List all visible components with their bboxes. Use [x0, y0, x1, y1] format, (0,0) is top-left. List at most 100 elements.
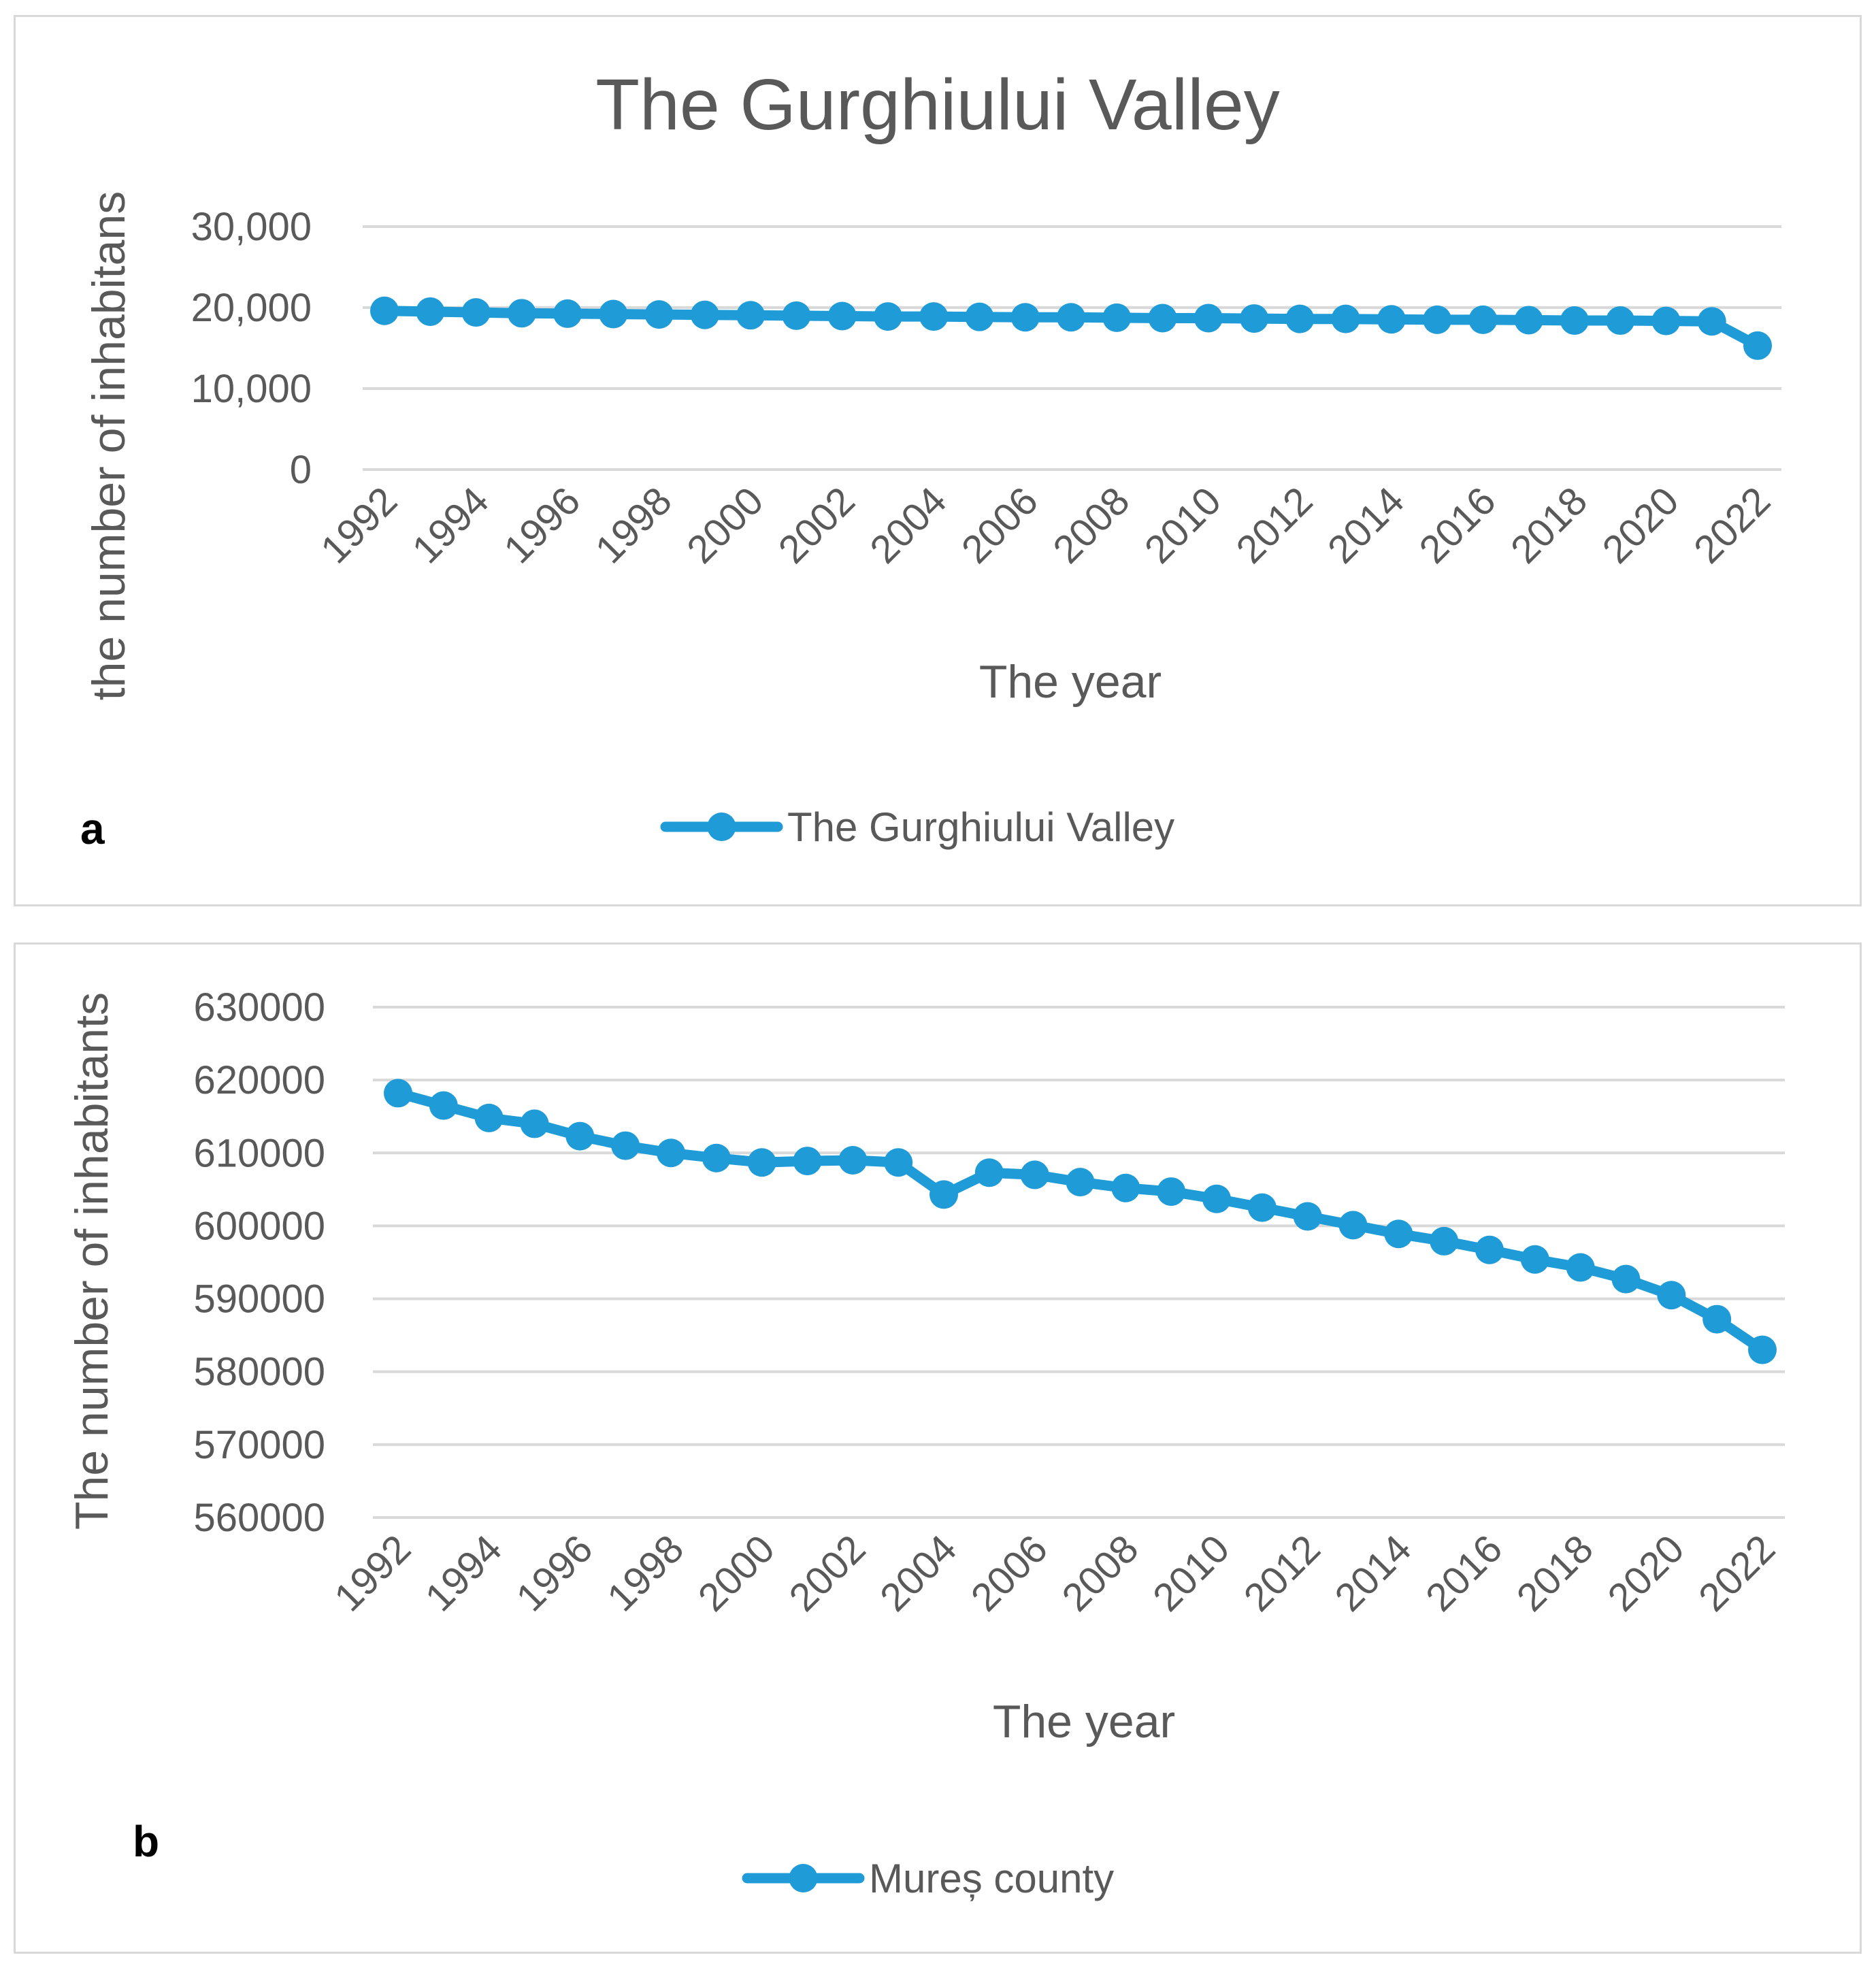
- chart-a-data-point: [1102, 303, 1132, 332]
- chart-b-x-tick-label: 2004: [872, 1526, 965, 1620]
- chart-a-data-point: [644, 300, 674, 329]
- chart-b-data-point: [1111, 1173, 1140, 1202]
- chart-a-legend-label: The Gurghiului Valley: [787, 804, 1174, 850]
- chart-a-x-tick-label: 2010: [1136, 478, 1230, 572]
- chart-b-data-point: [520, 1109, 549, 1138]
- chart-panel-b: 560000 570000 580000 590000 600000 610000 6200…: [14, 942, 1862, 1954]
- chart-b-y-tick-label: 590000: [193, 1277, 325, 1322]
- chart-b-data-point: [793, 1147, 822, 1176]
- chart-a-data-point: [1468, 305, 1498, 334]
- chart-b-x-tick-label: 2018: [1509, 1526, 1602, 1620]
- chart-b-data-point: [1338, 1211, 1368, 1240]
- chart-b-y-tick-label: 610000: [193, 1131, 325, 1175]
- chart-a-data-point: [370, 296, 399, 325]
- chart-a-legend-marker-icon: [707, 813, 736, 841]
- chart-a-data-point: [690, 300, 719, 329]
- chart-a-x-tick-label: 2004: [861, 478, 955, 572]
- chart-b-data-point: [474, 1103, 504, 1132]
- chart-b-data-point: [702, 1143, 731, 1172]
- chart-b-data-point: [1702, 1305, 1732, 1334]
- chart-b-x-tick-label: 1994: [417, 1526, 510, 1620]
- chart-b-y-tick-label: 620000: [193, 1058, 325, 1102]
- chart-b-x-tick-label: 2006: [963, 1526, 1056, 1620]
- chart-b-data-point: [1066, 1168, 1095, 1197]
- chart-a-data-point: [1697, 307, 1726, 336]
- chart-a-data-point: [1743, 331, 1772, 360]
- chart-b-data-point: [838, 1146, 868, 1175]
- chart-b-data-point: [1611, 1264, 1641, 1294]
- chart-b-data-point: [1430, 1226, 1459, 1256]
- chart-b-data-point: [1020, 1160, 1049, 1190]
- chart-b-x-tick-label: 2020: [1599, 1526, 1692, 1620]
- chart-b-y-tick-label: 630000: [193, 985, 325, 1030]
- chart-a-data-point: [1057, 303, 1085, 332]
- chart-b-y-axis-title: The number of inhabitants: [66, 992, 118, 1530]
- chart-a-y-tick-label: 30,000: [191, 205, 312, 249]
- chart-a-data-point: [873, 302, 902, 331]
- chart-a-data-point: [416, 297, 445, 326]
- chart-b-panel-letter: b: [133, 1817, 159, 1866]
- chart-b-data-point: [384, 1079, 412, 1108]
- chart-a-chart-title: The Gurghiului Valley: [595, 65, 1280, 145]
- chart-b-x-tick-label: 1996: [508, 1526, 601, 1620]
- chart-b-legend-marker-icon: [789, 1864, 818, 1892]
- chart-b-data-point: [929, 1180, 958, 1209]
- chart-b-x-tick-label: 1992: [326, 1526, 419, 1620]
- chart-b-data-point: [1748, 1335, 1777, 1364]
- chart-b-data-point: [1657, 1281, 1686, 1310]
- chart-a-x-tick-label: 2016: [1411, 478, 1504, 572]
- chart-b-y-tick-label: 570000: [193, 1423, 325, 1467]
- chart-a-x-tick-label: 2000: [678, 478, 772, 572]
- chart-a-y-tick-label: 0: [290, 448, 312, 492]
- chart-a-data-point: [1377, 305, 1406, 334]
- chart-b-x-tick-label: 2016: [1417, 1526, 1511, 1620]
- chart-a-data-point: [965, 302, 994, 331]
- chart-a-x-tick-label: 2012: [1228, 478, 1321, 572]
- chart-b-x-tick-label: 1998: [599, 1526, 692, 1620]
- chart-b-data-point: [1475, 1235, 1504, 1264]
- chart-a-data-point: [461, 298, 491, 327]
- chart-b-data-point: [1566, 1253, 1595, 1282]
- chart-b-data-point: [657, 1138, 685, 1168]
- chart-a-data-point: [599, 299, 628, 329]
- chart-b-series-line: [393, 1087, 1768, 1356]
- chart-a-data-point: [1240, 304, 1269, 333]
- chart-b-data-point: [884, 1148, 913, 1177]
- chart-a-x-tick-label: 2014: [1319, 478, 1413, 572]
- chart-a-y-tick-label: 20,000: [191, 286, 312, 330]
- chart-a-data-point: [1423, 305, 1452, 334]
- chart-a-data-point: [1194, 304, 1223, 333]
- chart-a-y-tick-label: 10,000: [191, 367, 312, 411]
- chart-a-data-point: [1331, 304, 1360, 333]
- chart-a-data-point: [1606, 306, 1635, 335]
- chart-a-data-point: [1514, 306, 1543, 335]
- chart-b-data-point: [1293, 1202, 1322, 1231]
- chart-a-data-point: [736, 301, 766, 330]
- chart-b-data-point: [1157, 1177, 1186, 1207]
- chart-a-data-point: [1651, 306, 1681, 335]
- chart-b-y-tick-label: 580000: [193, 1350, 325, 1394]
- chart-b-x-tick-label: 2008: [1053, 1526, 1147, 1620]
- chart-b-x-tick-label: 2010: [1145, 1526, 1238, 1620]
- chart-a-x-tick-label: 1994: [404, 478, 497, 572]
- chart-b-y-tick-label: 600000: [193, 1204, 325, 1248]
- chart-b-y-tick-label: 560000: [193, 1496, 325, 1540]
- chart-a-x-tick-label: 2002: [770, 478, 863, 572]
- chart-a-data-point: [1560, 306, 1589, 335]
- chart-a-x-axis-title: The year: [979, 656, 1162, 708]
- chart-a-data-point: [919, 302, 949, 331]
- chart-a-x-tick-label: 2018: [1502, 478, 1596, 572]
- chart-b-data-point: [1202, 1184, 1231, 1213]
- chart-b-data-point: [1384, 1219, 1413, 1249]
- chart-b-x-tick-label: 2012: [1236, 1526, 1329, 1620]
- chart-panel-a: 0 10,000 20,000 30,000 1992 1994 1996 1998 2000 2…: [14, 15, 1862, 906]
- chart-b-data-point: [565, 1121, 595, 1151]
- chart-a-x-tick-label: 2020: [1594, 478, 1687, 572]
- chart-b-x-tick-label: 2022: [1690, 1526, 1783, 1620]
- chart-b-data-point: [1247, 1193, 1277, 1222]
- chart-a-x-tick-label: 2006: [953, 478, 1047, 572]
- chart-a-x-tick-label: 2008: [1044, 478, 1138, 572]
- chart-b-x-tick-label: 2014: [1326, 1526, 1419, 1620]
- chart-a-data-point: [1148, 304, 1177, 333]
- chart-b-data-point: [429, 1091, 458, 1120]
